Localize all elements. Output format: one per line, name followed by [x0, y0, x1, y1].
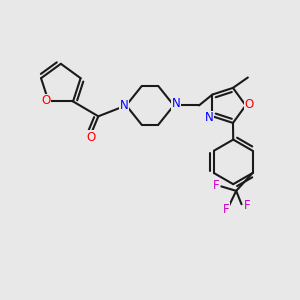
- Text: N: N: [172, 98, 181, 110]
- Text: O: O: [244, 98, 254, 111]
- Text: O: O: [42, 94, 51, 107]
- Text: F: F: [244, 199, 250, 212]
- Text: O: O: [86, 130, 95, 144]
- Text: N: N: [119, 99, 128, 112]
- Text: F: F: [213, 179, 219, 192]
- Text: N: N: [204, 111, 213, 124]
- Text: F: F: [223, 203, 229, 216]
